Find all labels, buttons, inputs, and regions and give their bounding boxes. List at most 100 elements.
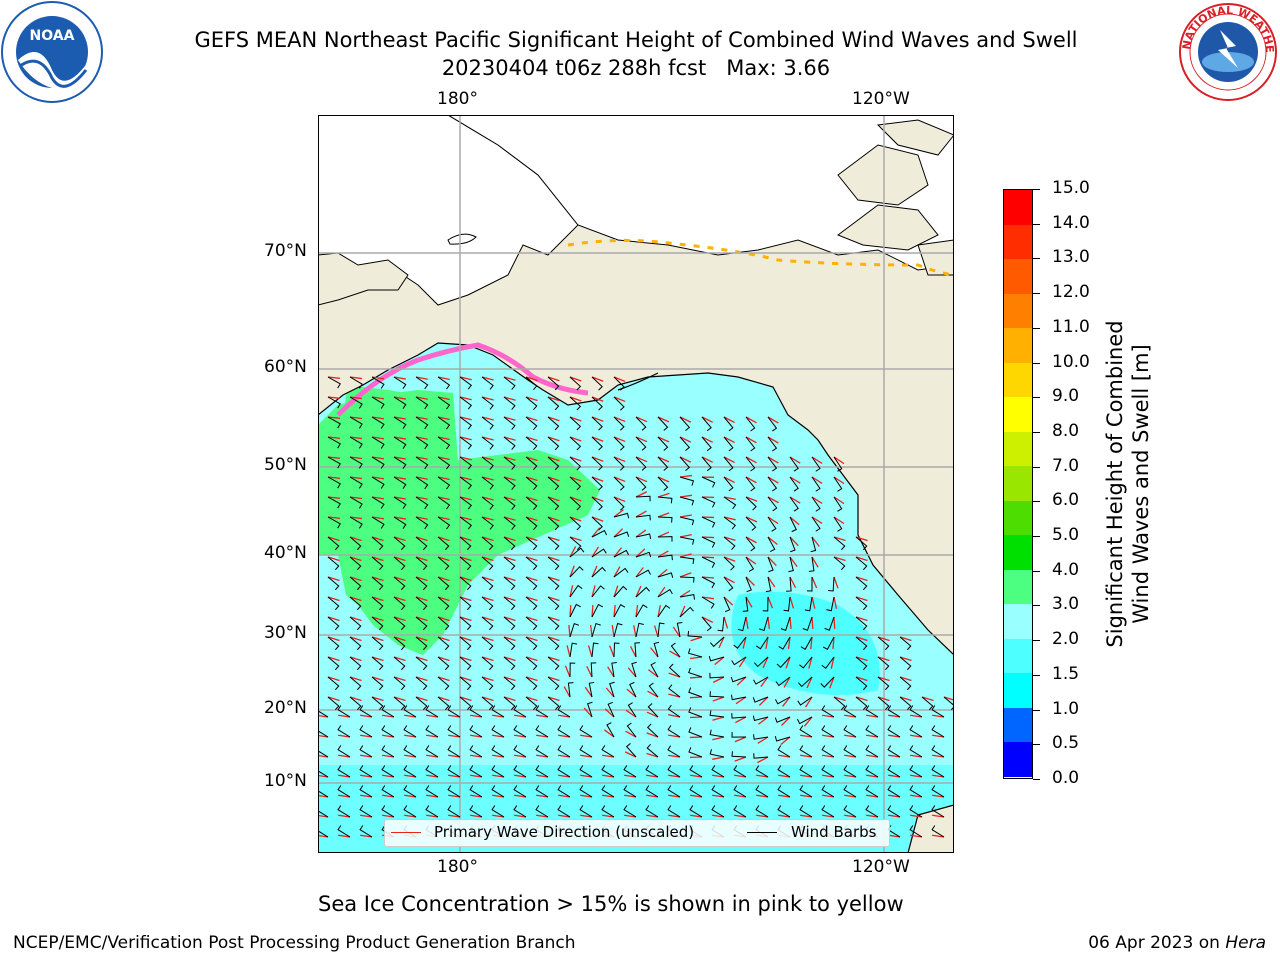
colorbar-segment <box>1004 569 1032 605</box>
wind-barb <box>591 496 603 511</box>
wind-barb <box>635 586 650 598</box>
wind-barb <box>701 456 712 472</box>
wind-barb <box>843 725 857 738</box>
wave-direction-arrow <box>415 416 428 420</box>
wave-direction-arrow <box>855 576 868 582</box>
wave-direction-arrow <box>371 656 384 662</box>
wind-barb <box>349 476 363 489</box>
wind-barb <box>774 716 791 723</box>
wind-barb <box>371 456 385 469</box>
wave-direction-arrow <box>785 656 791 669</box>
colorbar-title-line1: Significant Height of Combined <box>1103 320 1127 648</box>
wave-direction-arrow <box>657 492 670 498</box>
wave-direction-arrow <box>712 736 725 741</box>
wind-barb <box>547 636 560 651</box>
wind-barb <box>503 536 516 551</box>
wave-direction-arrow <box>635 548 646 558</box>
wind-barb <box>503 436 516 450</box>
wave-direction-arrow <box>503 556 516 562</box>
wave-direction-arrow <box>811 496 823 504</box>
wind-barb <box>393 656 406 671</box>
wave-direction-arrow <box>349 676 362 682</box>
wave-direction-arrow <box>789 516 800 526</box>
wind-barb <box>447 785 461 798</box>
wind-barb <box>756 636 769 650</box>
wave-direction-arrow <box>563 686 571 698</box>
wind-barb <box>327 436 341 449</box>
wind-barb <box>591 529 608 538</box>
wave-direction-arrow <box>536 774 549 778</box>
wind-barb <box>701 496 716 508</box>
wave-direction-arrow <box>778 794 791 798</box>
wind-barb <box>802 616 813 631</box>
wave-direction-arrow <box>569 516 582 522</box>
wave-direction-arrow <box>514 814 527 818</box>
wave-direction-arrow <box>459 656 472 662</box>
wind-barb <box>601 745 615 758</box>
wave-direction-arrow <box>415 376 428 380</box>
wind-barb <box>645 805 659 818</box>
wave-direction-arrow <box>762 656 769 669</box>
wind-barb <box>755 805 769 818</box>
wave-direction-arrow <box>602 794 615 798</box>
wave-direction-arrow <box>564 665 571 678</box>
wind-barb <box>613 585 628 598</box>
wind-barb <box>688 727 703 738</box>
wave-direction-arrow <box>806 676 813 689</box>
wind-barb <box>415 536 428 551</box>
wind-barb <box>371 376 385 389</box>
wind-barb <box>855 656 868 671</box>
wind-barb <box>821 805 835 818</box>
wind-barb <box>591 603 604 618</box>
colorbar-segment <box>1004 535 1032 570</box>
wave-direction-arrow <box>393 596 406 602</box>
wind-barb <box>635 622 644 638</box>
wave-direction-arrow <box>459 676 472 682</box>
wind-barb <box>887 805 901 818</box>
wind-barb <box>613 512 630 519</box>
wind-barb <box>393 376 407 389</box>
wind-barb <box>667 765 681 778</box>
wind-barb <box>359 825 373 838</box>
wind-barb <box>447 745 461 758</box>
wind-barb <box>635 416 647 431</box>
wind-barb <box>833 496 843 512</box>
wave-direction-arrow <box>514 714 527 718</box>
wave-direction-arrow <box>547 576 560 582</box>
wave-direction-arrow <box>437 476 450 481</box>
wave-direction-arrow <box>657 456 670 463</box>
wave-direction-arrow <box>767 536 778 545</box>
wave-direction-arrow <box>877 696 890 702</box>
wind-barb <box>481 516 494 530</box>
wind-barb <box>437 496 451 510</box>
wind-barb <box>469 705 483 718</box>
wave-direction-arrow <box>371 496 384 500</box>
wave-direction-arrow <box>481 416 494 421</box>
wind-barb <box>349 596 362 611</box>
wave-direction-arrow <box>723 416 735 424</box>
wave-direction-arrow <box>767 576 776 588</box>
wave-direction-arrow <box>803 716 813 727</box>
wind-barb <box>701 576 716 589</box>
wave-direction-arrow <box>382 734 395 738</box>
wind-barb <box>557 725 571 738</box>
wind-barb <box>613 436 625 451</box>
wave-direction-arrow <box>547 436 560 442</box>
wave-direction-arrow <box>536 754 549 758</box>
lon-label-bottom-120w: 120°W <box>852 857 910 877</box>
wave-direction-arrow <box>679 589 691 598</box>
wave-direction-arrow <box>470 734 483 738</box>
wave-direction-arrow <box>789 616 792 630</box>
wave-direction-arrow <box>757 736 769 744</box>
wave-direction-arrow <box>767 436 779 444</box>
wind-barb <box>767 476 778 492</box>
wind-barb <box>855 676 868 691</box>
wave-direction-arrow <box>723 476 735 484</box>
wave-direction-arrow <box>811 516 823 524</box>
wave-direction-arrow <box>604 729 615 738</box>
wind-barb <box>425 705 439 718</box>
wind-barb <box>481 596 494 611</box>
wind-barb <box>525 516 538 531</box>
wind-barb <box>909 765 923 778</box>
wind-barb <box>855 576 868 591</box>
